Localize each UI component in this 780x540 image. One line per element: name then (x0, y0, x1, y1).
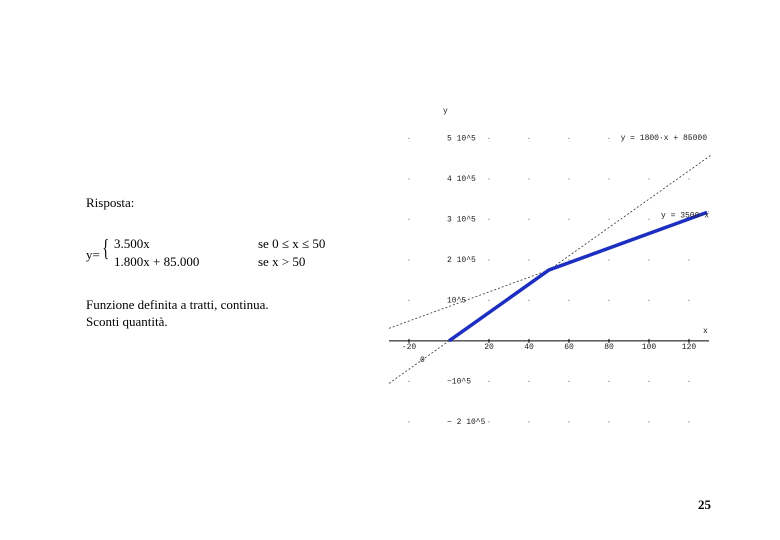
grid-dot (568, 299, 570, 301)
grid-dot (488, 421, 490, 423)
grid-dot (528, 380, 530, 382)
case2-cond: se x > 50 (258, 254, 306, 269)
answer-label: Risposta: (86, 195, 135, 210)
grid-dot (608, 380, 610, 382)
grid-dot (488, 299, 490, 301)
grid-dot (608, 259, 610, 261)
x-tick-label: 80 (604, 343, 614, 352)
grid-dot (488, 178, 490, 180)
y-tick-label: 2 10^5 (447, 256, 476, 265)
y-tick-label: 3 10^5 (447, 215, 476, 224)
grid-dot (648, 299, 650, 301)
x-tick-label: 120 (682, 343, 697, 352)
grid-dot (568, 178, 570, 180)
grid-dot (528, 218, 530, 220)
grid-dot (528, 178, 530, 180)
grid-dot (568, 137, 570, 139)
reference-line (388, 211, 710, 329)
grid-dot (488, 218, 490, 220)
x-tick-label: 20 (484, 343, 494, 352)
x-axis-label: x (703, 327, 708, 336)
y-tick-label: − 2 10^5 (447, 418, 486, 427)
grid-dot (648, 421, 650, 423)
grid-dot (688, 259, 690, 261)
grid-dot (568, 259, 570, 261)
grid-dot (688, 421, 690, 423)
y-tick-label: 5 10^5 (447, 134, 476, 143)
grid-dot (528, 421, 530, 423)
grid-dot (688, 137, 690, 139)
x-tick-label: 60 (564, 343, 574, 352)
grid-dot (488, 380, 490, 382)
grid-dot (648, 380, 650, 382)
grid-dot (648, 137, 650, 139)
note: Funzione definita a tratti, continua. (86, 297, 269, 312)
x-tick-label: 40 (524, 343, 534, 352)
x-tick-label: 100 (642, 343, 657, 352)
grid-dot (488, 137, 490, 139)
grid-dot (568, 380, 570, 382)
grid-dot (528, 259, 530, 261)
y-eq: y= (86, 247, 100, 262)
y-tick-label: 10^5 (447, 296, 466, 305)
x-tick-label: -20 (402, 343, 417, 352)
case1-cond: se 0 ≤ x ≤ 50 (258, 236, 326, 251)
grid-dot (568, 218, 570, 220)
case2-expr: 1.800x + 85.000 (114, 254, 200, 269)
y-tick-label: −10^5 (447, 378, 471, 387)
grid-dot (648, 178, 650, 180)
grid-dot (408, 137, 410, 139)
grid-dot (408, 380, 410, 382)
grid-dot (408, 178, 410, 180)
grid-dot (608, 421, 610, 423)
y-axis-label: y (443, 107, 448, 116)
grid-dot (408, 259, 410, 261)
grid-dot (408, 421, 410, 423)
grid-dot (688, 178, 690, 180)
grid-dot (408, 218, 410, 220)
line-label: y = 1800·x + 85000 (621, 134, 708, 143)
grid-dot (608, 218, 610, 220)
function-line (447, 210, 708, 343)
grid-dot (488, 259, 490, 261)
page-number: 25 (698, 497, 711, 512)
grid-dot (608, 299, 610, 301)
grid-dot (648, 218, 650, 220)
grid-dot (568, 421, 570, 423)
grid-dot (688, 299, 690, 301)
grid-dot (648, 259, 650, 261)
case1-expr: 3.500x (114, 236, 150, 251)
grid-dot (528, 299, 530, 301)
brace: { (102, 236, 110, 262)
origin-label: 0 (420, 356, 425, 365)
grid-dot (608, 178, 610, 180)
grid-dot (408, 299, 410, 301)
grid-dot (528, 137, 530, 139)
grid-dot (608, 137, 610, 139)
grid-dot (688, 380, 690, 382)
line-label: y = 3500·x (661, 211, 709, 220)
y-tick-label: 4 10^5 (447, 175, 476, 184)
note: Sconti quantità. (86, 314, 168, 329)
